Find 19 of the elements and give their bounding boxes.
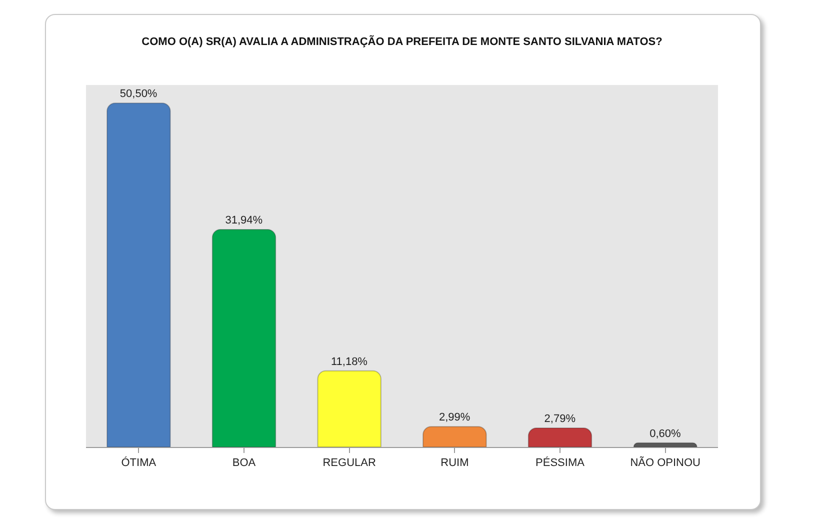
data-label: 2,99% [438,412,470,424]
data-label: 50,50% [120,88,158,100]
data-label: 31,94% [225,214,263,226]
x-tick-label: RUIM [440,457,469,470]
x-tick-label: REGULAR [322,457,376,470]
x-tick-label: PÉSSIMA [536,456,586,470]
bar [106,102,171,447]
bar [528,428,592,447]
x-tick-label: ÓTIMA [121,456,157,470]
chart-title: COMO O(A) SR(A) AVALIA A ADMINISTRAÇÃO DA PREFEITA DE MONTE SANTO SILVANIA MATOS? [142,34,663,48]
bar [317,370,382,447]
bar [212,228,276,447]
x-tick-label: BOA [232,457,256,470]
bar [422,426,487,447]
bar [633,442,698,447]
data-label: 2,79% [544,413,576,425]
x-tick-label: NÃO OPINOU [630,456,701,470]
data-label: 11,18% [330,356,368,368]
data-label: 0,60% [650,428,682,440]
